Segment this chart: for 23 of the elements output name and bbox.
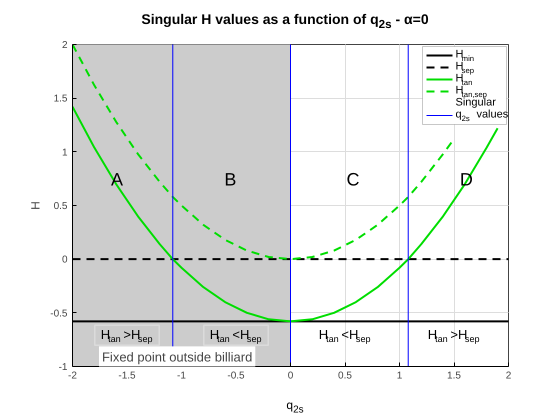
line-series (72, 44, 455, 260)
x-tick-label: -1 (177, 370, 186, 382)
y-tick-label: -1 (58, 362, 68, 373)
y-axis-title: H (28, 201, 42, 210)
x-axis-title: q$_{2s}$ (286, 397, 304, 418)
x-tick-label: 1.5 (447, 370, 462, 382)
chart-title: Singular H values as a function of q$_{2s}$ - α=0 (141, 10, 429, 33)
x-tick-label: 1 (396, 370, 403, 382)
x-tick-label: 0.5 (338, 370, 352, 382)
y-tick-label: 0 (62, 254, 68, 266)
x-tick-label: -2 (68, 370, 78, 382)
annotation: C (346, 170, 360, 190)
y-tick-label: 1.5 (54, 94, 68, 105)
annotation: Fixed point outside billiard (102, 349, 252, 364)
x-tick-label: -1.5 (118, 370, 136, 382)
x-tick-label: -0.5 (227, 370, 246, 382)
annotation: B (224, 170, 236, 190)
x-tick-label: 0 (288, 370, 294, 382)
y-tick-label: 1 (62, 147, 68, 158)
y-tick-label: 2 (62, 40, 68, 51)
y-tick-label: 0.5 (54, 201, 68, 212)
x-tick-label: 2 (506, 370, 512, 382)
y-tick-label: -0.5 (50, 308, 68, 320)
